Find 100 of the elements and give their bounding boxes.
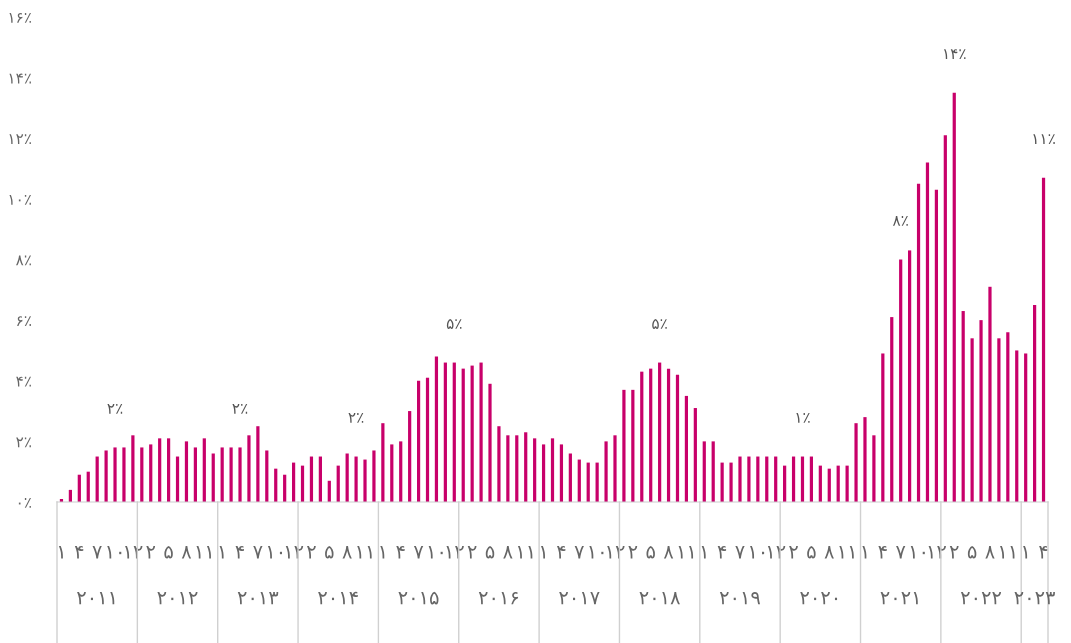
- bar: [1006, 332, 1010, 502]
- x-tick-label: ۴: [717, 545, 727, 559]
- bar: [631, 389, 635, 502]
- text: ۲۰۱۱: [77, 592, 115, 605]
- bar: [524, 432, 528, 502]
- text: ۲۰۱۶: [478, 591, 519, 605]
- bar: [309, 456, 314, 502]
- x-tick-label: ۱۰: [910, 546, 925, 559]
- bar: [104, 450, 108, 502]
- x-tick-label: ۸: [342, 546, 352, 559]
- x-tick-label: ۴: [1039, 545, 1048, 559]
- bar: [541, 444, 546, 502]
- x-tick-label: ۸: [503, 546, 513, 559]
- bar: [416, 380, 421, 502]
- x-tick-label: ۱۲: [767, 546, 786, 559]
- x-tick-label: ۱۰: [750, 546, 765, 559]
- bar: [586, 462, 590, 502]
- bar: [952, 92, 956, 502]
- x-tick-label: ۴: [74, 545, 84, 559]
- x-tick-label: ۴: [556, 545, 566, 559]
- bar: [827, 468, 831, 502]
- x-tick-label: ۲: [467, 546, 477, 559]
- data-label: ۱۴٪: [944, 49, 966, 60]
- bar: [765, 456, 769, 502]
- bar: [86, 471, 90, 502]
- bar: [1015, 350, 1019, 502]
- x-tick-label: ۱۱: [357, 546, 372, 559]
- bar: [238, 447, 242, 502]
- bar: [693, 408, 697, 502]
- x-tick-label: ۸: [985, 546, 995, 559]
- x-tick-label: ۱۲: [446, 546, 464, 559]
- bar: [363, 459, 367, 502]
- bar: [791, 456, 796, 502]
- x-tick-label: ۸: [663, 546, 674, 559]
- text: ۲۰۱۲: [157, 592, 198, 605]
- x-tick-label: ۸: [824, 546, 834, 559]
- bar: [434, 356, 439, 502]
- bar: [291, 462, 296, 502]
- bar: [675, 374, 680, 502]
- x-tick-label: ۵: [164, 545, 173, 559]
- y-tick-label: ۰٪: [18, 498, 32, 508]
- bar: [774, 456, 778, 502]
- x-tick-label: ۵: [325, 545, 334, 559]
- data-label: ۱٪: [796, 413, 810, 423]
- bar: [95, 456, 99, 502]
- bar: [881, 353, 885, 502]
- data-label: ۵٪: [446, 319, 462, 329]
- bar: [202, 438, 206, 502]
- x-tick-label: ۴: [235, 545, 244, 559]
- bar: [122, 447, 126, 502]
- bar: [381, 423, 385, 502]
- bar: [684, 395, 689, 502]
- bar: [961, 311, 965, 502]
- x-tick-label: ۱۰: [107, 546, 122, 559]
- bar: [158, 438, 162, 502]
- bar: [836, 465, 840, 502]
- bar: [184, 441, 189, 502]
- bar: [747, 456, 751, 502]
- bar: [872, 435, 876, 502]
- bar: [408, 411, 412, 502]
- bar: [666, 368, 671, 502]
- data-label: ۵٪: [652, 319, 667, 329]
- text: ۲۰۱۸: [639, 592, 680, 605]
- bar: [845, 465, 849, 502]
- bar: [783, 465, 787, 502]
- x-tick-label: ۲: [628, 546, 638, 559]
- x-tick-label: ۴: [396, 545, 405, 559]
- bar: [800, 456, 805, 502]
- bar: [399, 441, 403, 502]
- bar: [711, 441, 715, 502]
- bar: [461, 368, 465, 502]
- bar: [729, 462, 733, 502]
- bar: [131, 435, 135, 502]
- bar: [738, 456, 742, 502]
- text: ۲۰۱۷: [559, 592, 600, 605]
- bar: [140, 447, 144, 502]
- text: ۲۰۱۵: [398, 591, 439, 605]
- bar: [818, 465, 822, 502]
- bar: [175, 456, 180, 502]
- y-tick-label: ۴٪: [16, 376, 32, 387]
- bar: [604, 441, 608, 502]
- x-tick-label: ۱: [540, 546, 545, 559]
- x-tick-label: ۱۱: [517, 546, 533, 559]
- x-tick-label: ۱: [380, 546, 385, 559]
- text: ۲۰۲۲: [960, 592, 1002, 605]
- x-tick-label: ۱: [219, 546, 224, 559]
- bar: [354, 456, 358, 502]
- x-tick-label: ۱۱: [196, 546, 211, 559]
- x-tick-label: ۲: [146, 546, 156, 559]
- bar: [756, 456, 760, 502]
- x-tick-label: ۵: [485, 545, 495, 559]
- bar: [470, 365, 474, 502]
- bar: [425, 377, 430, 502]
- bar: [908, 250, 912, 502]
- bar: [970, 338, 974, 502]
- bar: [300, 465, 305, 502]
- x-tick-label: ۲: [949, 546, 959, 559]
- bar: [211, 453, 215, 502]
- bar: [533, 438, 537, 502]
- data-label: ۸٪: [892, 216, 908, 226]
